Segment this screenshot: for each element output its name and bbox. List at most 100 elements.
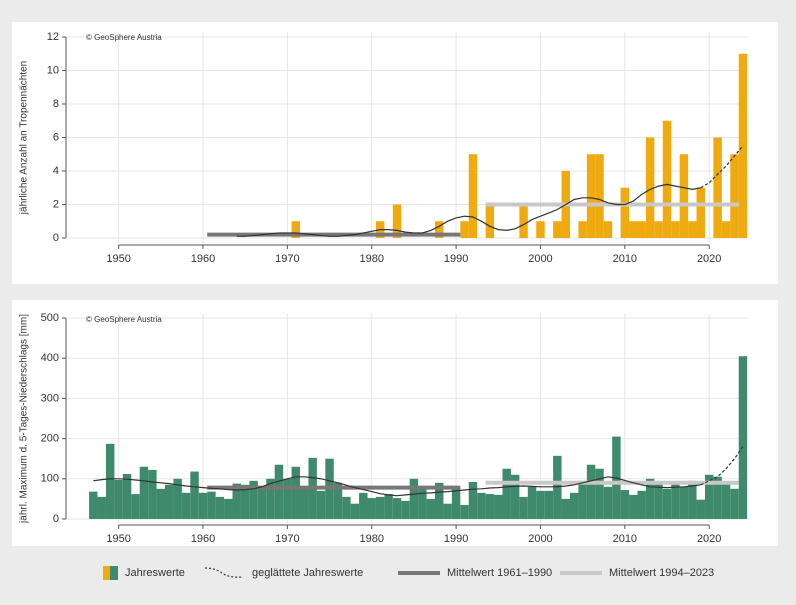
- bar: [300, 488, 309, 519]
- bar: [519, 204, 528, 238]
- bar: [595, 154, 604, 238]
- legend: Jahreswerte geglättete Jahreswerte Mitte…: [103, 566, 714, 580]
- bar: [561, 498, 570, 519]
- bar: [359, 492, 368, 519]
- bar: [333, 482, 343, 519]
- y-tick-label: 6: [53, 131, 59, 143]
- bar: [224, 498, 233, 519]
- y-tick-label: 400: [41, 352, 59, 364]
- bar: [274, 464, 284, 519]
- bar: [645, 478, 655, 519]
- bar: [502, 468, 511, 519]
- bar: [443, 503, 452, 519]
- x-tick-label: 1950: [106, 253, 130, 265]
- legend-label: geglättete Jahreswerte: [252, 567, 363, 579]
- bar: [730, 154, 739, 238]
- y-tick-label: 10: [47, 64, 59, 76]
- bar: [139, 466, 149, 519]
- bar: [536, 221, 545, 238]
- bar: [375, 496, 385, 519]
- bar: [595, 468, 604, 519]
- bar: [173, 478, 182, 519]
- bar: [283, 478, 292, 519]
- bar: [645, 137, 655, 238]
- bar: [603, 486, 613, 519]
- bar: [148, 469, 157, 519]
- bar: [392, 204, 402, 238]
- bar: [468, 154, 478, 238]
- bar: [165, 484, 174, 519]
- bar: [418, 486, 427, 519]
- bar: [721, 483, 731, 519]
- bar: [510, 474, 520, 519]
- x-tick-label: 1990: [444, 533, 468, 545]
- bar: [105, 443, 115, 519]
- bar: [738, 356, 748, 519]
- bar: [316, 490, 326, 519]
- bar: [190, 471, 199, 519]
- bar: [232, 483, 241, 519]
- bar: [696, 187, 705, 238]
- legend-swatch: [103, 566, 110, 580]
- annotation: © GeoSphere Austria: [86, 315, 162, 324]
- smoothed-line: [93, 476, 701, 497]
- bar: [662, 488, 672, 519]
- smoothed-line: [236, 183, 701, 237]
- bar: [451, 486, 461, 519]
- bar: [485, 204, 495, 238]
- bar: [460, 504, 469, 519]
- bar: [578, 221, 587, 238]
- y-tick-label: 500: [41, 312, 59, 324]
- bar: [637, 221, 646, 238]
- x-tick-label: 1980: [359, 253, 383, 265]
- bar: [207, 491, 216, 519]
- x-tick-label: 2010: [613, 253, 637, 265]
- bar: [578, 480, 587, 519]
- bar: [637, 490, 646, 519]
- legend-label: Mittelwert 1994–2023: [609, 567, 714, 579]
- bar: [527, 486, 537, 519]
- smoothed-line: [700, 446, 744, 486]
- bar: [713, 137, 722, 238]
- bar: [367, 498, 376, 519]
- bar: [434, 482, 444, 519]
- bar: [629, 494, 638, 519]
- y-tick-label: 8: [53, 98, 59, 110]
- bar: [671, 221, 680, 238]
- bar: [89, 491, 98, 519]
- bar: [131, 494, 140, 519]
- bar: [704, 474, 714, 519]
- bar: [721, 221, 731, 238]
- bar: [662, 120, 672, 238]
- x-tick-label: 1960: [191, 253, 215, 265]
- bar: [392, 498, 402, 519]
- bar: [586, 464, 596, 519]
- bar: [688, 480, 697, 519]
- bar: [291, 466, 301, 519]
- bar: [586, 154, 596, 238]
- bar: [620, 490, 630, 519]
- y-tick-label: 4: [53, 165, 59, 177]
- bar: [536, 490, 545, 519]
- y-tick-label: 200: [41, 433, 59, 445]
- bar: [181, 492, 191, 519]
- legend-swatch: [110, 566, 118, 580]
- bar: [215, 496, 225, 519]
- bar: [240, 484, 250, 519]
- bar: [620, 187, 630, 238]
- y-tick-label: 12: [47, 31, 59, 43]
- bar: [426, 498, 435, 519]
- y-tick-label: 2: [53, 198, 59, 210]
- x-tick-label: 1970: [275, 533, 299, 545]
- x-tick-label: 2000: [528, 253, 552, 265]
- x-tick-label: 1980: [359, 533, 383, 545]
- bar: [350, 503, 360, 519]
- y-axis-label: jährl. Maximum d. 5-Tages-Niederschlags …: [19, 314, 30, 524]
- y-axis-label: jährliche Anzahl an Tropennächten: [19, 61, 30, 215]
- bar: [603, 221, 613, 238]
- bar: [679, 154, 689, 238]
- bar: [409, 478, 419, 519]
- bar: [249, 480, 258, 519]
- bar: [629, 221, 638, 238]
